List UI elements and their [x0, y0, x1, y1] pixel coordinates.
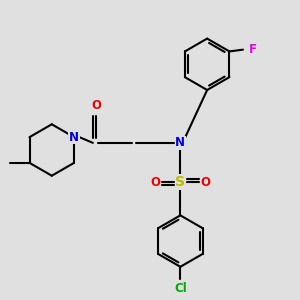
- Text: S: S: [176, 175, 185, 189]
- Text: N: N: [176, 136, 185, 149]
- Text: Cl: Cl: [174, 282, 187, 295]
- Text: N: N: [69, 130, 79, 144]
- Text: O: O: [150, 176, 161, 189]
- Text: O: O: [92, 99, 101, 112]
- Text: F: F: [249, 43, 256, 56]
- Text: O: O: [200, 176, 210, 189]
